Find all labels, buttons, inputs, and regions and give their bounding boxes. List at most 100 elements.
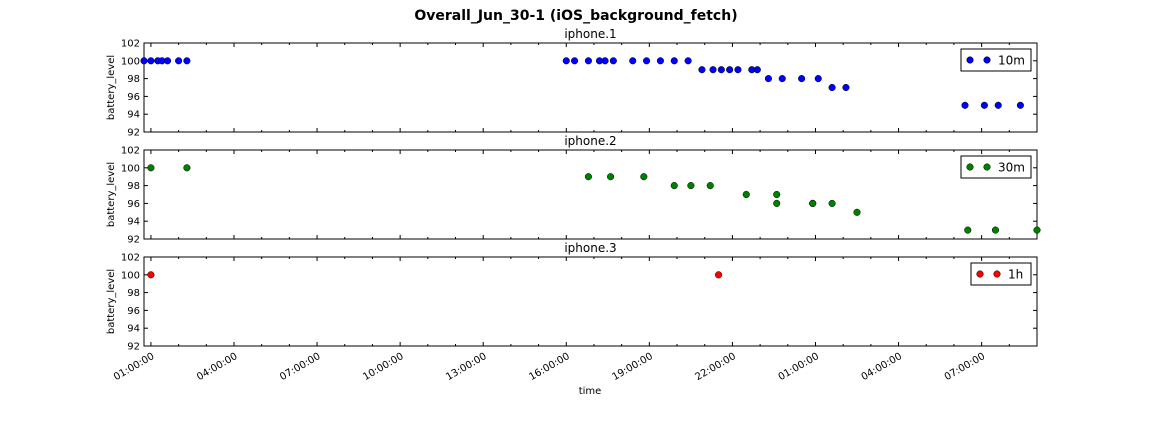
y-tick-label: 98 [127,181,140,192]
panel-frame [143,256,1038,347]
data-point [798,75,806,83]
data-point [698,66,706,74]
x-tick-label: 19:00:00 [610,351,654,383]
y-tick-label: 100 [121,163,140,174]
y-axis-label: battery_level [106,269,117,334]
data-point [994,101,1002,109]
legend-marker [983,56,991,64]
data-point [828,83,836,92]
data-point [726,66,734,74]
x-tick-label: 10:00:00 [361,351,405,383]
data-point [656,57,664,65]
y-tick-label: 98 [127,288,140,299]
data-point [773,199,781,207]
y-tick-label: 100 [121,56,140,67]
x-tick-label: 16:00:00 [527,351,571,383]
y-tick-label: 100 [121,270,140,281]
data-point [183,57,191,65]
panel-1: iphone.1 battery_level 92 94 96 98 100 102 10m [106,27,1038,139]
data-point [742,190,750,199]
x-axis-ticks: 01:00:00 04:00:00 07:00:00 10:00:00 13:00:00… [112,351,987,383]
data-point [715,271,723,279]
x-tick-label: 07:00:00 [278,351,322,383]
y-tick-label: 94 [127,217,140,228]
y-tick-label: 98 [127,74,140,85]
panel-title: iphone.3 [564,241,616,255]
x-tick-label: 04:00:00 [195,351,239,383]
data-point [991,226,1000,234]
data-point [1033,226,1041,234]
x-axis-label: time [579,386,602,397]
legend-marker [993,270,1001,278]
y-tick-label: 94 [127,324,140,335]
data-point [717,66,725,74]
data-point [601,57,609,65]
data-point [734,66,742,74]
data-point [670,57,678,65]
legend-label: 10m [998,54,1025,68]
y-tick-label: 102 [121,39,140,50]
y-tick-label: 92 [127,342,140,353]
panel-3: iphone.3 battery_level 92 94 96 98 100 102 1h [106,241,1038,353]
legend-label: 30m [998,161,1025,175]
y-tick-label: 92 [127,235,140,246]
x-tick-label: 01:00:00 [112,351,156,383]
series-1h [147,271,723,279]
data-point [853,208,861,216]
x-tick-label: 22:00:00 [694,351,738,383]
y-tick-label: 94 [127,110,140,121]
data-point [147,164,155,172]
x-tick-label: 04:00:00 [860,351,904,383]
data-point [964,226,972,234]
chart-panels: iphone.1battery_level9294969810010210mip… [106,27,1041,353]
data-point [147,271,155,279]
data-point [147,57,155,65]
y-tick-label: 96 [127,92,140,103]
data-point [1016,101,1024,109]
panel-frame [143,149,1038,240]
data-point [183,164,191,172]
legend-marker [983,163,991,171]
legend-box [960,48,1032,72]
data-point [709,66,717,74]
y-tick-label: 102 [121,146,140,157]
legend-marker [976,270,984,278]
data-point [828,199,836,207]
data-point [842,83,850,92]
data-point [584,173,592,181]
data-point [629,57,637,65]
data-point [961,101,969,109]
series-30m [147,164,1041,234]
x-tick-label: 07:00:00 [943,351,987,383]
figure-title: Overall_Jun_30-1 (iOS_background_fetch) [414,8,737,24]
y-tick-label: 102 [121,253,140,264]
data-point [706,182,714,190]
y-axis-label: battery_level [106,55,117,120]
data-point [640,173,648,181]
data-point [809,199,817,207]
y-tick-label: 96 [127,199,140,210]
data-point [687,182,695,190]
data-point [778,75,786,83]
data-point [571,57,579,65]
data-point [814,75,822,83]
legend-marker [966,56,974,64]
data-point [753,66,761,74]
data-point [562,57,570,65]
legend-box [960,155,1032,179]
data-point [643,57,651,65]
panel-frame [143,42,1038,133]
data-point [584,57,592,65]
data-point [684,57,692,65]
y-axis-label: battery_level [106,162,117,227]
data-point [609,57,617,65]
legend-label: 1h [1008,268,1023,282]
y-tick-label: 92 [127,128,140,139]
data-point [764,75,772,83]
x-tick-label: 13:00:00 [444,351,488,383]
y-tick-label: 96 [127,306,140,317]
data-point [175,57,183,65]
panel-2: iphone.2 battery_level 92 94 96 98 100 102 30m [106,134,1041,246]
data-point [980,101,988,109]
